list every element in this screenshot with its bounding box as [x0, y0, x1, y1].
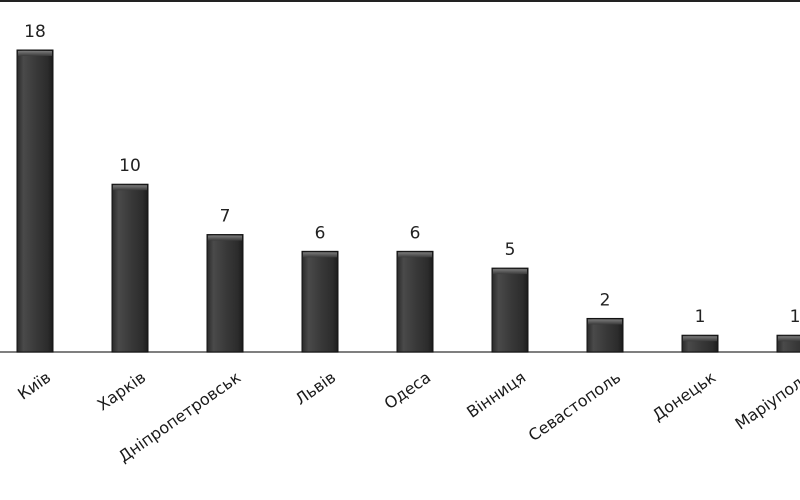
category-label-3: Львів: [292, 368, 340, 409]
value-label-3: 6: [315, 223, 326, 243]
value-label-4: 6: [410, 223, 421, 243]
bar-4: [396, 250, 434, 353]
bar-cap-3: [303, 252, 337, 258]
value-label-5: 5: [505, 240, 516, 260]
bars-layer: [16, 49, 800, 353]
category-label-6: Севастополь: [525, 368, 624, 446]
bar-cap-4: [398, 252, 432, 258]
value-label-8: 1: [790, 307, 800, 327]
category-label-8: Маріуполь: [732, 368, 800, 434]
value-label-2: 7: [220, 207, 231, 227]
bar-cap-1: [113, 185, 147, 191]
value-label-7: 1: [695, 307, 706, 327]
value-label-1: 10: [119, 156, 141, 176]
bar-cap-2: [208, 235, 242, 241]
category-label-4: Одеса: [381, 368, 435, 413]
value-labels-layer: 18 10 7 6 6 5 2 1 1: [24, 22, 800, 327]
bar-2: [206, 234, 244, 353]
value-label-0: 18: [24, 22, 46, 42]
bar-cap-6: [588, 319, 622, 325]
bar-cap-8: [778, 336, 800, 342]
category-label-0: Київ: [14, 368, 54, 404]
bar-cap-0: [18, 51, 52, 56]
bar-3: [301, 250, 339, 353]
category-label-7: Донецьк: [649, 367, 720, 424]
bar-cap-7: [683, 336, 717, 342]
value-label-6: 2: [600, 290, 611, 310]
bar-5: [491, 267, 529, 353]
bar-0: [16, 49, 54, 353]
bar-cap-5: [493, 269, 527, 275]
category-label-1: Харків: [94, 368, 150, 415]
category-label-5: Вінниця: [463, 368, 529, 422]
bar-1: [111, 183, 149, 353]
